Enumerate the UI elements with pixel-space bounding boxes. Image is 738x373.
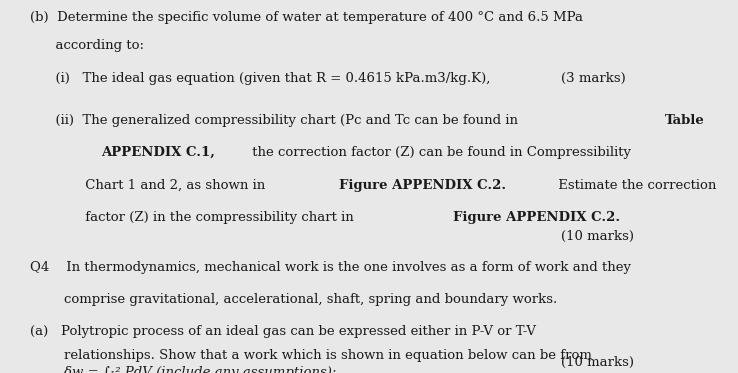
Text: Figure APPENDIX C.2.: Figure APPENDIX C.2. — [339, 179, 506, 192]
Text: (3 marks): (3 marks) — [561, 72, 626, 85]
Text: relationships. Show that a work which is shown in equation below can be from: relationships. Show that a work which is… — [30, 349, 591, 362]
Text: Table: Table — [665, 114, 705, 127]
Text: δw = ∫₁² PdV (include any assumptions):: δw = ∫₁² PdV (include any assumptions): — [30, 366, 336, 373]
Text: the correction factor (Z) can be found in Compressibility: the correction factor (Z) can be found i… — [248, 146, 631, 159]
Text: (10 marks): (10 marks) — [561, 356, 634, 369]
Text: Chart 1 and 2, as shown in: Chart 1 and 2, as shown in — [30, 179, 269, 192]
Text: (i)   The ideal gas equation (given that R = 0.4615 kPa.m3/kg.K),: (i) The ideal gas equation (given that R… — [30, 72, 490, 85]
Text: comprise gravitational, accelerational, shaft, spring and boundary works.: comprise gravitational, accelerational, … — [30, 293, 556, 306]
Text: (ii)  The generalized compressibility chart (Pc and Tc can be found in: (ii) The generalized compressibility cha… — [30, 114, 522, 127]
Text: according to:: according to: — [30, 39, 143, 52]
Text: (a)   Polytropic process of an ideal gas can be expressed either in P-V or T-V: (a) Polytropic process of an ideal gas c… — [30, 325, 536, 338]
Text: APPENDIX C.1,: APPENDIX C.1, — [101, 146, 215, 159]
Text: (10 marks): (10 marks) — [561, 230, 634, 243]
Text: Estimate the correction: Estimate the correction — [554, 179, 717, 192]
Text: factor (Z) in the compressibility chart in: factor (Z) in the compressibility chart … — [30, 211, 357, 225]
Text: (b)  Determine the specific volume of water at temperature of 400 °C and 6.5 MPa: (b) Determine the specific volume of wat… — [30, 11, 582, 24]
Text: Q4    In thermodynamics, mechanical work is the one involves as a form of work a: Q4 In thermodynamics, mechanical work is… — [30, 261, 630, 274]
Text: Figure APPENDIX C.2.: Figure APPENDIX C.2. — [452, 211, 620, 225]
